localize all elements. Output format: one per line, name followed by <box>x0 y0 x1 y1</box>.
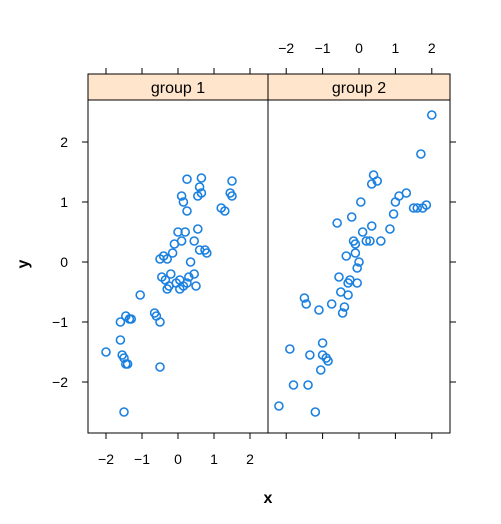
data-point <box>182 278 192 288</box>
data-point <box>365 236 375 246</box>
x-tick-label: 0 <box>174 451 182 467</box>
data-point <box>303 380 313 390</box>
data-point <box>350 239 361 249</box>
x-tick-label: 2 <box>428 40 436 56</box>
data-point <box>376 236 386 246</box>
data-point <box>185 257 196 267</box>
data-point <box>388 209 399 219</box>
data-point <box>176 191 187 201</box>
data-point <box>189 269 199 279</box>
data-point <box>115 335 126 345</box>
data-point <box>350 248 361 258</box>
data-point <box>167 248 178 258</box>
strip-background <box>267 73 451 101</box>
data-point <box>162 254 172 264</box>
data-point <box>343 290 353 300</box>
y-tick-label: −1 <box>52 314 68 330</box>
data-point <box>155 362 165 372</box>
data-point <box>227 176 237 186</box>
data-point <box>194 182 205 192</box>
data-point <box>191 281 201 291</box>
x-tick-label: −2 <box>278 40 294 56</box>
data-point <box>227 191 237 201</box>
data-point <box>357 227 368 237</box>
data-point <box>385 224 395 234</box>
strip-layer: group 1 group 2 <box>87 73 451 101</box>
data-point <box>301 299 312 309</box>
data-point <box>339 302 350 312</box>
data-point <box>299 293 310 303</box>
data-point <box>173 227 183 237</box>
x-tick-label: −1 <box>134 451 150 467</box>
data-point <box>326 299 337 309</box>
data-point <box>354 257 364 267</box>
data-point <box>196 188 207 198</box>
x-axis-label: x <box>264 490 273 507</box>
data-point <box>180 227 190 237</box>
data-point <box>122 359 133 369</box>
y-tick-label: 2 <box>60 134 68 150</box>
data-point <box>135 290 145 300</box>
y-tick-label: 0 <box>60 254 68 270</box>
data-point <box>220 206 230 216</box>
data-point <box>305 350 315 360</box>
x-tick-label: −2 <box>98 451 114 467</box>
x-tick-label: 2 <box>246 451 254 467</box>
data-point <box>314 305 324 315</box>
data-point <box>196 173 207 183</box>
data-point <box>274 401 284 411</box>
data-point <box>178 197 189 207</box>
points-layer <box>101 110 437 417</box>
x-tick-label: 0 <box>355 40 363 56</box>
data-point <box>341 251 352 261</box>
data-point <box>119 407 129 417</box>
data-point <box>337 308 348 318</box>
data-point <box>346 212 357 222</box>
data-point <box>310 407 321 417</box>
data-point <box>182 174 192 184</box>
data-point <box>317 338 328 348</box>
data-point <box>366 221 377 231</box>
data-point <box>352 278 362 288</box>
data-point <box>401 188 412 198</box>
data-point <box>285 344 295 354</box>
x-tick-label: −1 <box>315 40 331 56</box>
data-point <box>332 218 342 228</box>
data-point <box>356 197 366 207</box>
x-tick-label: 1 <box>392 40 400 56</box>
panel-frame <box>87 99 269 434</box>
strip-label: group 1 <box>151 80 205 97</box>
data-point <box>288 380 299 390</box>
y-tick-label: 1 <box>60 194 68 210</box>
data-point <box>155 317 165 327</box>
data-point <box>121 311 131 321</box>
data-point <box>352 263 362 273</box>
data-point <box>323 356 333 366</box>
data-point <box>426 110 437 120</box>
y-tick-label: −2 <box>52 374 68 390</box>
data-point <box>416 149 426 159</box>
data-point <box>361 236 372 246</box>
data-point <box>421 200 432 210</box>
data-point <box>334 272 344 282</box>
data-point <box>189 236 199 246</box>
data-point <box>176 236 187 246</box>
data-point <box>372 176 383 186</box>
data-point <box>408 203 419 213</box>
x-tick-label: 1 <box>210 451 218 467</box>
data-point <box>412 203 423 213</box>
data-point <box>182 206 192 216</box>
strip-label: group 2 <box>332 80 386 97</box>
axes-layer: −2 −1 0 1 2 −2 −1 0 1 2 −2 −1 0 1 2 <box>52 40 456 467</box>
data-point <box>115 317 126 327</box>
data-point <box>166 269 176 279</box>
data-point <box>315 365 326 375</box>
y-axis-label: y <box>15 259 32 268</box>
data-point <box>202 248 212 258</box>
data-point <box>101 347 111 357</box>
data-point <box>193 224 203 234</box>
